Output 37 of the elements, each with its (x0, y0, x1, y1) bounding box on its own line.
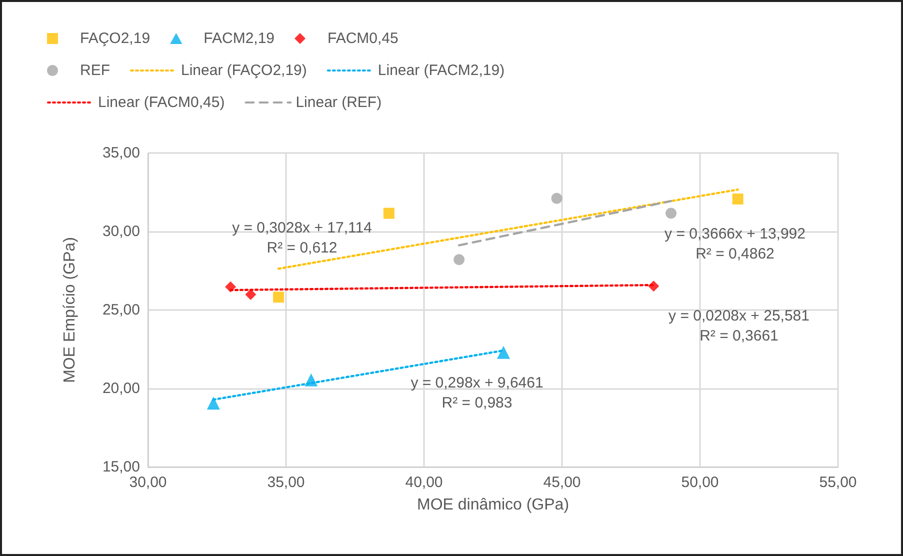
point (496, 346, 510, 359)
point (383, 208, 394, 219)
y-tick-label: 30,00 (102, 223, 140, 240)
annotation: y = 0,298x + 9,6461 R² = 0,983 (410, 374, 544, 412)
y-axis-title: MOE Empício (GPa) (62, 237, 78, 383)
annotation: y = 0,0208x + 25,581 R² = 0,3661 (668, 308, 810, 344)
point (273, 292, 284, 303)
point (225, 281, 236, 292)
x-tick-label: 40,00 (405, 474, 443, 491)
x-tick-label: 55,00 (819, 474, 857, 491)
x-tick-label: 30,00 (129, 474, 167, 491)
annotation: y = 0,3666x + 13,992 R² = 0,4862 (664, 226, 806, 262)
point (666, 208, 677, 219)
legend-label: FAÇO2,19 (80, 30, 150, 47)
point (304, 373, 318, 386)
x-tick-label: 50,00 (681, 474, 719, 491)
legend-label: Linear (FACM0,45) (98, 94, 225, 111)
y-tick-label: 25,00 (102, 302, 140, 318)
legend-label: REF (80, 62, 110, 79)
annotation: y = 0,3028x + 17,114 R² = 0,612 (232, 220, 372, 256)
y-tick-label: 15,00 (102, 458, 140, 476)
legend-label: Linear (REF) (296, 94, 382, 111)
y-tick-label: 20,00 (102, 380, 140, 397)
x-tick-label: 45,00 (543, 474, 581, 491)
point (206, 396, 220, 410)
x-tick-label: 35,00 (267, 474, 305, 491)
legend-label: Linear (FACM2,19) (378, 62, 505, 79)
x-axis-title: MOE dinâmico (GPa) (416, 496, 570, 514)
point (732, 194, 744, 204)
y-tick-label: 35,00 (102, 144, 140, 162)
legend-label: FACM2,19 (204, 30, 275, 47)
point (454, 254, 465, 266)
legend-label: FACM0,45 (328, 30, 398, 47)
legend-label: Linear (FAÇO2,19) (181, 62, 307, 79)
point (245, 288, 256, 300)
point (551, 192, 562, 204)
point (648, 280, 660, 292)
